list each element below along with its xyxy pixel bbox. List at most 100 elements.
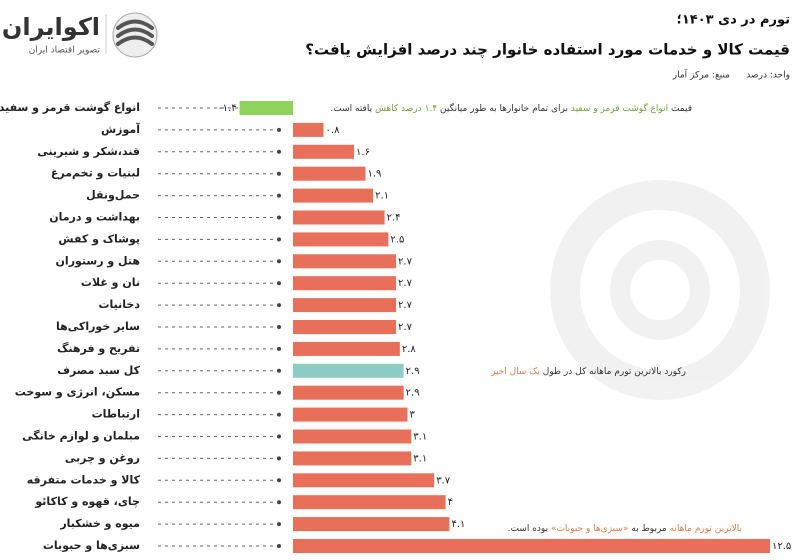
- value-label: ۳.۱: [413, 432, 427, 443]
- leader-dot: [277, 171, 281, 176]
- leader-dot: [277, 215, 281, 220]
- leader-dot: [277, 237, 281, 242]
- annotation-part: برای تمام خانوارها به طور میانگین: [437, 102, 571, 114]
- category-label: مسکن، انرژی و سوخت: [15, 386, 140, 399]
- annotation-part: «سبزی‌ها و حبوبات»: [551, 524, 628, 534]
- bar: [293, 254, 397, 269]
- leader-dot: [277, 127, 281, 132]
- brand-tagline: تصویر اقتصاد ایران: [29, 46, 101, 56]
- value-label: ۳: [409, 410, 415, 421]
- annotation-part: بالاترین تورم ماهانه: [670, 524, 742, 534]
- leader-dot: [277, 434, 281, 439]
- bar: [239, 101, 293, 115]
- leader-dot: [277, 500, 281, 505]
- annotation-part: مربوط به: [628, 524, 669, 534]
- value-label: ۲.۸: [402, 344, 417, 355]
- leader-dot: [277, 456, 281, 461]
- leader-dot: [277, 149, 281, 154]
- category-label: حمل‌ونقل: [86, 189, 140, 202]
- bar: [293, 429, 412, 444]
- value-label: ۲.۷: [398, 278, 413, 289]
- bar: [293, 407, 408, 422]
- annotation-part: انواع گوشت قرمز و سفید: [571, 102, 668, 114]
- bar: [293, 232, 389, 247]
- leader-dot: [277, 390, 281, 395]
- category-label: پوشاک و کفش: [58, 232, 140, 245]
- category-label: مبلمان و لوازم خانگی: [22, 430, 140, 443]
- category-label: روغن و چربی: [65, 451, 140, 464]
- value-label: ۱.۹: [368, 169, 382, 180]
- category-label: ارتباطات: [92, 408, 140, 421]
- bar: [293, 495, 446, 510]
- annotation-part: رکورد بالاترین تورم ماهانه کل در طول: [540, 367, 686, 377]
- annotation: قیمت انواع گوشت قرمز و سفید برای تمام خا…: [330, 102, 692, 114]
- value-label: ۲.۱: [375, 191, 389, 202]
- value-label: ۲.۷: [398, 322, 413, 333]
- leader-dot: [277, 303, 281, 308]
- leader-dot: [277, 346, 281, 351]
- unit: واحد: درصد: [746, 71, 790, 81]
- bar: [293, 363, 404, 378]
- value-label: ۲.۹: [406, 388, 420, 399]
- category-label: کالا و خدمات متفرقه: [27, 473, 141, 486]
- category-label: دخانیات: [98, 298, 140, 311]
- category-label: میوه و خشکبار: [59, 517, 140, 530]
- source: منبع: مرکز آمار: [672, 69, 730, 81]
- annotation-part: یک سال اخیر: [490, 367, 540, 377]
- category-label: لبنیات و تخم‌مرغ: [51, 167, 140, 180]
- value-label: -۱.۴: [219, 103, 237, 114]
- value-label: ۳.۱: [413, 453, 427, 464]
- annotation-part: یافته است.: [330, 104, 375, 114]
- category-label: تفریح و فرهنگ: [57, 341, 140, 355]
- leader-dot: [277, 193, 281, 198]
- leader-dot: [277, 478, 281, 483]
- kicker: تورم در دی ۱۴۰۳؛: [677, 13, 790, 28]
- category-label: قند،شکر و شیرینی: [37, 145, 140, 158]
- value-label: ۱.۶: [356, 147, 370, 158]
- leader-dot: [277, 325, 281, 329]
- value-label: ۴.۱: [451, 519, 465, 530]
- bar: [293, 451, 412, 466]
- bar: [293, 166, 366, 181]
- bar: [293, 298, 397, 313]
- annotation-part: قیمت: [668, 104, 692, 114]
- annotation: رکورد بالاترین تورم ماهانه کل در طول یک …: [490, 367, 686, 377]
- bar: [293, 517, 450, 532]
- value-label: ۲.۵: [390, 234, 404, 245]
- value-label: ۲.۷: [398, 256, 413, 267]
- bar: [293, 385, 404, 400]
- value-label: ۲.۴: [387, 213, 401, 224]
- value-label: ۱۲.۵: [772, 541, 791, 552]
- chart-title: قیمت کالا و خدمات مورد استفاده خانوار چن…: [305, 41, 790, 60]
- category-label: سایر خوراکی‌ها: [56, 320, 140, 333]
- bar: [293, 122, 324, 137]
- leader-dot: [277, 412, 281, 417]
- value-label: ۳.۷: [436, 475, 451, 486]
- category-label: نان و غلات: [81, 276, 140, 289]
- brand-name: اکوایران: [2, 13, 100, 41]
- leader-dot: [277, 281, 281, 286]
- category-label: کل سبد مصرف: [57, 364, 140, 377]
- watermark: [550, 180, 770, 400]
- bar: [293, 473, 435, 488]
- value-label: ۴: [448, 497, 453, 508]
- bar: [293, 188, 374, 203]
- category-label: سبزی‌ها و حبوبات: [43, 539, 140, 552]
- leader-dot: [277, 544, 281, 548]
- value-label: ۲.۷: [398, 300, 413, 311]
- annotation-part: بوده است.: [508, 524, 551, 534]
- category-label: آموزش: [101, 122, 140, 136]
- category-label: چای، قهوه و کاکائو: [34, 495, 140, 508]
- bar: [293, 341, 400, 356]
- annotation-part: ۱.۴ درصد کاهش: [375, 104, 437, 114]
- leader-dot: [277, 259, 281, 264]
- category-label: بهداشت و درمان: [49, 211, 140, 224]
- annotation: بالاترین تورم ماهانه مربوط به «سبزی‌ها و…: [508, 524, 742, 534]
- category-label: انواع گوشت قرمز و سفید: [0, 101, 140, 114]
- leader-dot: [277, 522, 281, 527]
- category-label: هتل و رستوران: [56, 254, 140, 267]
- bar: [293, 539, 770, 553]
- bar: [293, 276, 397, 291]
- bar: [293, 144, 355, 159]
